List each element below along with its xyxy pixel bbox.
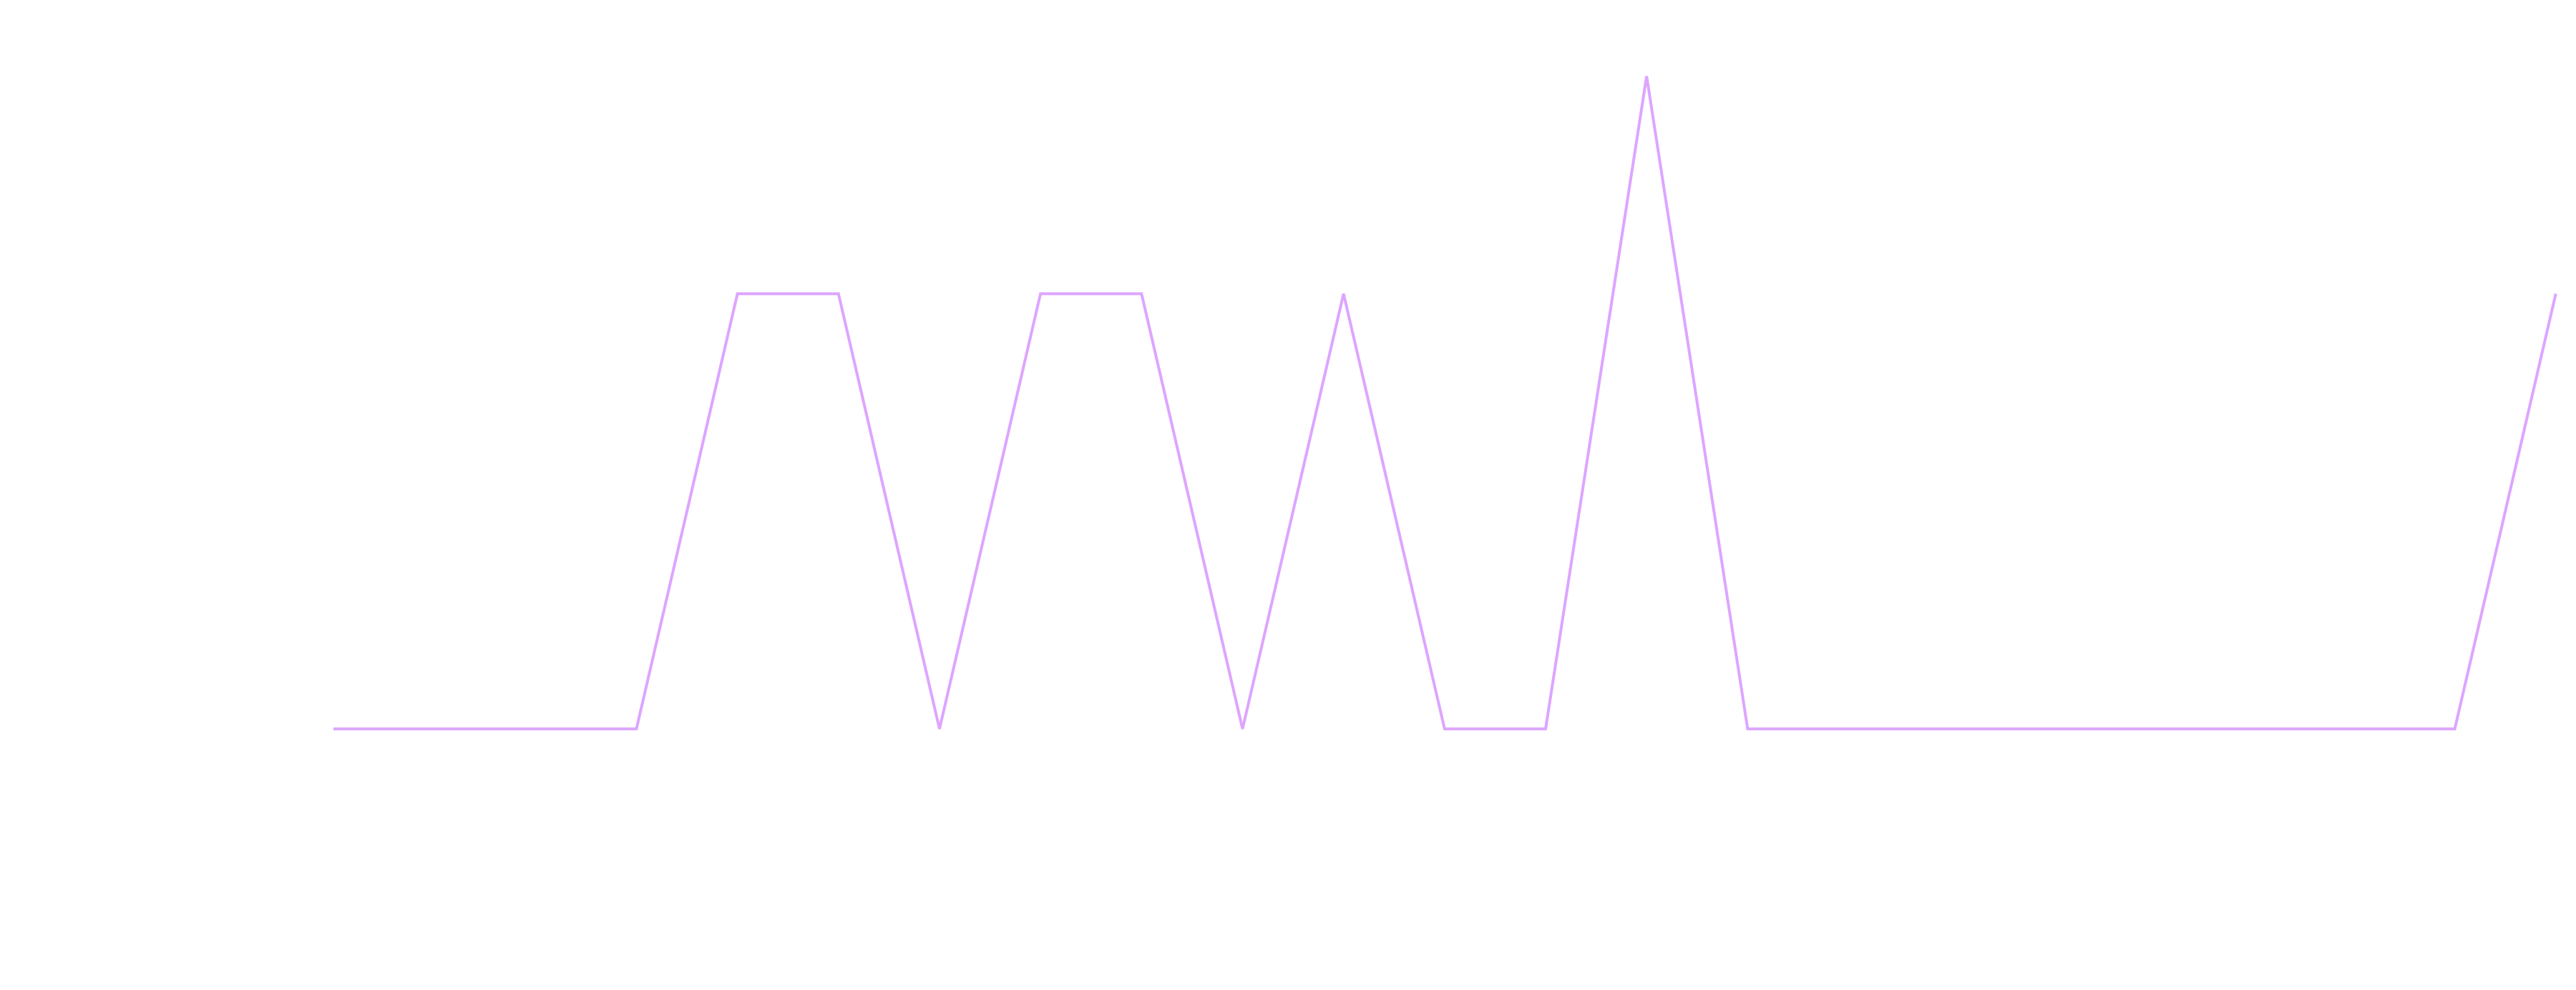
series-layer: [333, 76, 2557, 731]
series-line-0: [333, 76, 2557, 731]
